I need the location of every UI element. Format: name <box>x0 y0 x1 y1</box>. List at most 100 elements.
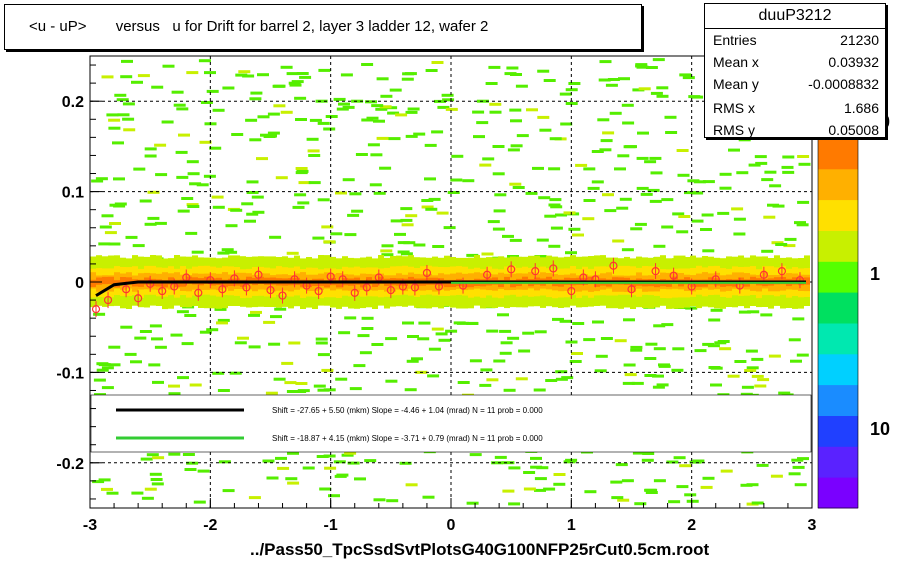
heat-cell <box>427 374 440 378</box>
heat-cell <box>93 312 106 316</box>
heat-cell <box>591 180 604 184</box>
heat-cell <box>761 249 774 253</box>
heat-cell <box>108 126 121 130</box>
heat-cell <box>622 381 635 385</box>
band-cell <box>324 280 330 288</box>
heat-cell <box>385 379 398 383</box>
heat-cell <box>249 97 262 101</box>
heat-cell <box>565 251 577 255</box>
heat-cell <box>622 121 635 125</box>
heat-cell <box>630 345 643 349</box>
heat-cell <box>262 459 275 463</box>
profile-point <box>651 267 660 276</box>
heat-cell <box>549 137 562 141</box>
heat-cell <box>684 493 697 497</box>
heat-cell <box>284 381 297 385</box>
heat-cell <box>263 135 276 138</box>
heat-cell <box>763 215 776 219</box>
heat-cell <box>386 499 399 503</box>
heat-cell <box>653 347 666 351</box>
heat-cell <box>754 384 767 388</box>
heat-cell <box>687 179 700 183</box>
heat-cell <box>387 111 400 115</box>
x-tick-label: -1 <box>324 517 338 534</box>
heat-cell <box>534 255 547 258</box>
heat-cell <box>516 134 529 138</box>
band-cell <box>750 276 756 284</box>
heat-cell <box>308 181 321 185</box>
heat-cell <box>555 213 567 217</box>
heat-cell <box>101 487 113 491</box>
heat-cell <box>614 339 627 343</box>
heat-cell <box>746 366 759 370</box>
heat-cell <box>267 131 280 135</box>
heat-cell <box>321 368 334 372</box>
band-cell <box>522 276 528 284</box>
heat-cell <box>147 190 160 194</box>
heat-cell <box>788 472 801 476</box>
color-palette: 10110 <box>817 112 890 509</box>
heat-cell <box>149 324 162 328</box>
heat-cell <box>173 103 186 107</box>
heat-cell <box>792 465 805 469</box>
heat-cell <box>457 321 469 325</box>
heat-cell <box>93 378 106 382</box>
heat-cell <box>353 364 366 368</box>
heat-cell <box>625 145 637 149</box>
heat-cell <box>287 451 299 455</box>
band-cell <box>336 280 342 288</box>
heat-cell <box>623 318 635 322</box>
heat-cell <box>288 341 301 345</box>
heat-cell <box>445 329 458 333</box>
heat-cell <box>184 468 197 471</box>
heat-cell <box>587 186 600 190</box>
heat-cell <box>508 466 521 470</box>
heat-cell <box>170 333 183 337</box>
heat-cell <box>510 119 522 123</box>
heat-cell <box>499 351 512 355</box>
heat-cell <box>200 101 213 104</box>
heat-cell <box>400 207 413 211</box>
heat-cell <box>275 176 288 180</box>
heat-cell <box>653 244 666 248</box>
heat-cell <box>644 160 657 164</box>
heat-cell <box>424 177 436 181</box>
heat-cell <box>344 316 357 320</box>
file-path-label: ../Pass50_TpcSsdSvtPlotsG40G100NFP25rCut… <box>250 540 710 559</box>
heat-cell <box>150 478 163 481</box>
heat-cell <box>212 205 225 209</box>
heat-cell <box>634 222 647 226</box>
heat-cell <box>768 354 781 358</box>
heat-cell <box>679 464 692 468</box>
heat-cell <box>147 216 160 220</box>
heat-cell <box>349 387 362 391</box>
heat-cell <box>518 349 531 353</box>
heat-cell <box>572 322 585 325</box>
x-tick-label: -2 <box>203 517 217 534</box>
heat-cell <box>548 167 561 171</box>
heat-cell <box>296 72 309 75</box>
heat-cell <box>294 193 307 197</box>
x-tick-label: 0 <box>447 517 456 534</box>
heat-cell <box>568 227 581 231</box>
heat-cell <box>500 341 513 345</box>
heat-cell <box>373 498 386 502</box>
heat-cell <box>731 207 744 211</box>
heat-cell <box>101 366 114 370</box>
heat-cell <box>549 198 562 202</box>
heat-cell <box>338 331 351 335</box>
heat-cell <box>436 211 449 215</box>
heat-cell <box>206 328 219 332</box>
heat-cell <box>658 364 671 368</box>
heat-cell <box>286 251 299 255</box>
profile-point <box>218 285 227 294</box>
heat-cell <box>728 148 740 152</box>
heat-cell <box>652 374 664 378</box>
heat-cell <box>344 233 357 237</box>
heat-cell <box>295 171 308 175</box>
heat-cell <box>122 117 135 121</box>
heat-cell <box>486 329 499 333</box>
palette-segment <box>818 199 858 231</box>
heat-cell <box>256 157 268 161</box>
heat-cell <box>678 215 691 218</box>
